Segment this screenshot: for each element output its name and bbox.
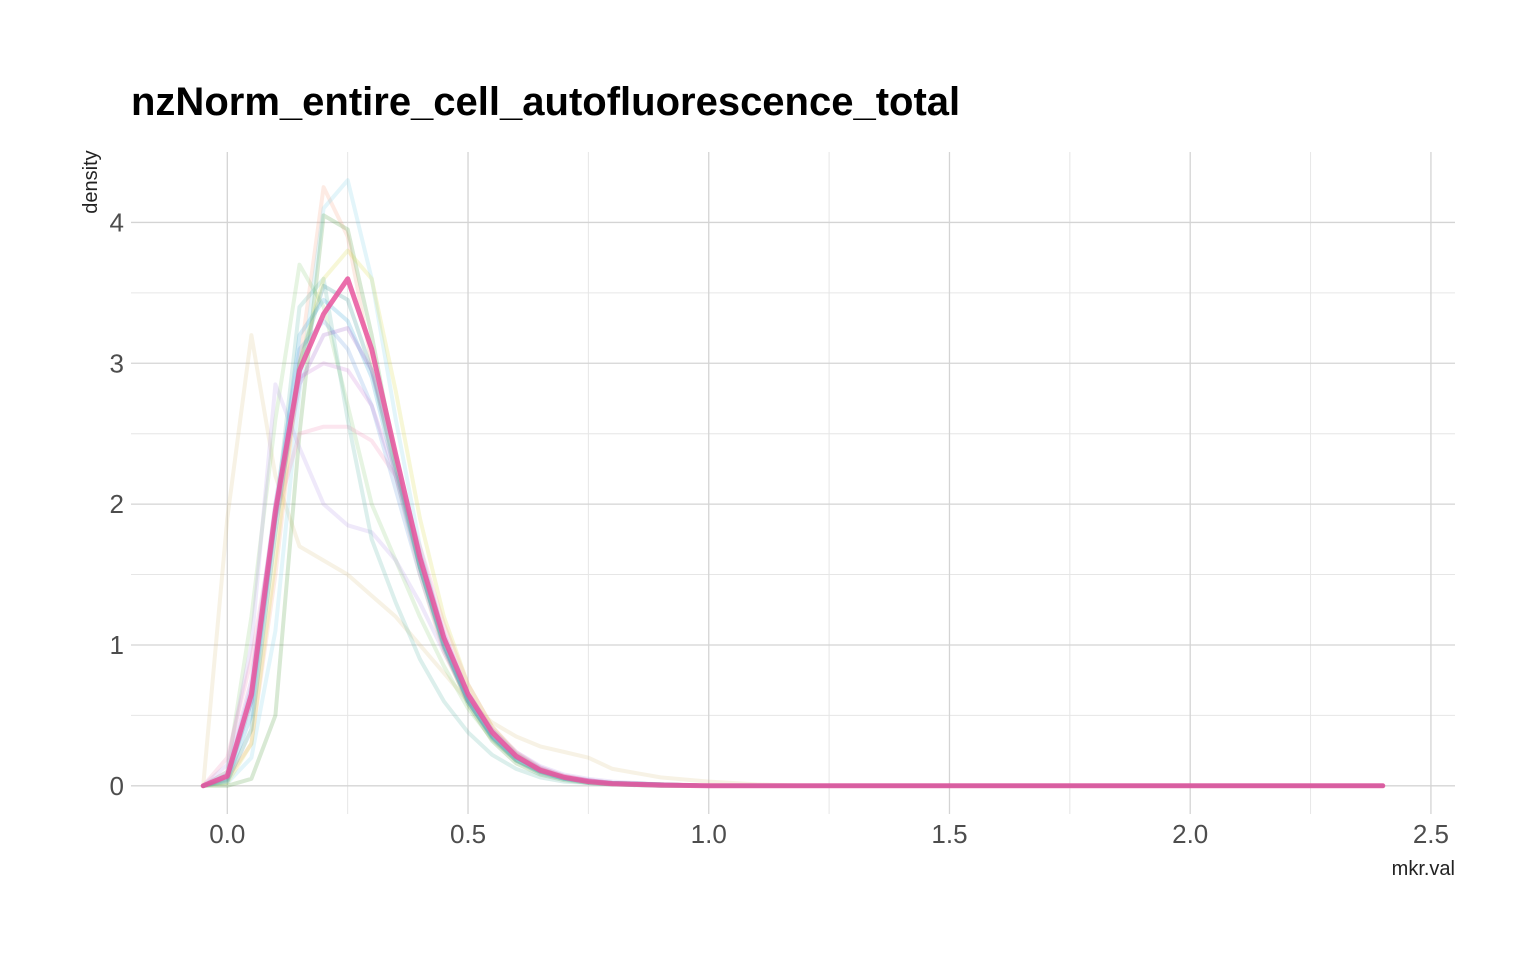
density-series-line bbox=[201, 424, 1385, 788]
density-series-line bbox=[201, 276, 1385, 788]
density-series-line bbox=[201, 382, 1385, 788]
x-axis-label: mkr.val bbox=[1392, 858, 1455, 880]
series-layer bbox=[200, 178, 1386, 789]
grid-layer bbox=[131, 152, 1455, 814]
density-series-line bbox=[200, 276, 1386, 789]
y-tick-label: 2 bbox=[110, 489, 124, 519]
density-series-line bbox=[201, 213, 1385, 788]
x-tick-label: 2.5 bbox=[1413, 819, 1449, 849]
y-tick-label: 0 bbox=[110, 771, 124, 801]
x-tick-label: 1.0 bbox=[691, 819, 727, 849]
x-tick-label: 2.0 bbox=[1172, 819, 1208, 849]
density-series-line bbox=[201, 185, 1385, 788]
x-tick-label: 0.0 bbox=[209, 819, 245, 849]
y-tick-label: 1 bbox=[110, 630, 124, 660]
x-tick-label: 1.5 bbox=[931, 819, 967, 849]
y-axis-label: density bbox=[80, 150, 102, 213]
y-tick-label: 4 bbox=[110, 207, 124, 237]
tick-layer: 0.0 0.5 1.0 1.5 2.0 2.5 0 1 2 3 4 bbox=[110, 207, 1449, 849]
density-series-line bbox=[201, 283, 1385, 788]
x-tick-label: 0.5 bbox=[450, 819, 486, 849]
density-series-line bbox=[201, 262, 1385, 788]
chart-title: nzNorm_entire_cell_autofluorescence_tota… bbox=[131, 80, 960, 124]
y-tick-label: 3 bbox=[110, 348, 124, 378]
density-series-line bbox=[201, 178, 1385, 788]
